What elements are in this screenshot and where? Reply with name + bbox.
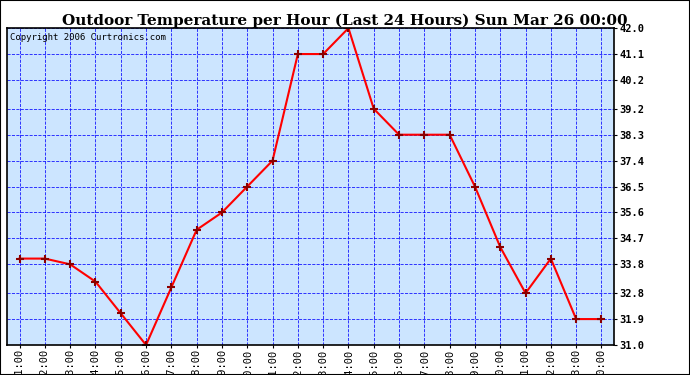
Text: Copyright 2006 Curtronics.com: Copyright 2006 Curtronics.com: [10, 33, 166, 42]
Text: Outdoor Temperature per Hour (Last 24 Hours) Sun Mar 26 00:00: Outdoor Temperature per Hour (Last 24 Ho…: [62, 13, 628, 27]
